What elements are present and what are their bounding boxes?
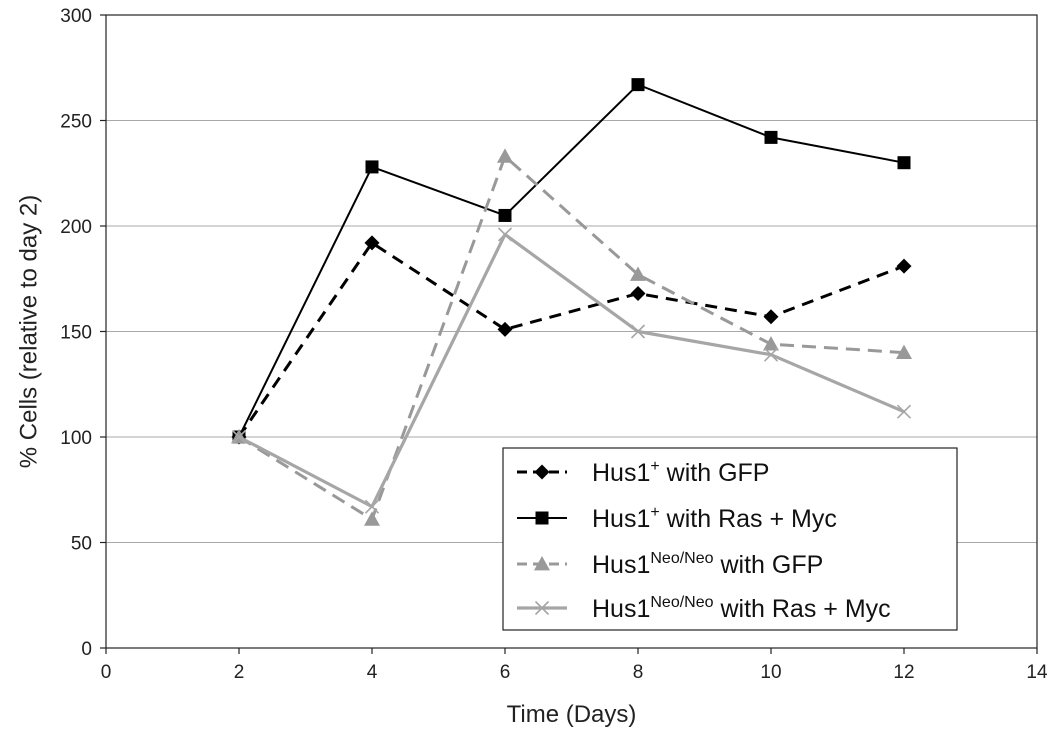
series-line-3 [238,232,905,509]
y-tick-label: 150 [60,323,92,344]
series-1-point-1 [365,160,379,174]
series-0-point-2 [497,321,513,337]
legend-swatch-marker-0 [534,464,550,480]
legend-item-3: Hus1Neo/Neo with Ras + Myc [517,594,891,623]
x-tick-label: 0 [101,662,112,683]
x-tick-label: 12 [893,662,914,683]
tick-labels: 0 2 4 6 8 10 12 14 0 50 100 150 200 250 300 [60,6,1048,683]
series-3-point-0 [231,429,247,445]
series-3-point-4 [763,347,779,362]
x-tick-label: 14 [1026,662,1048,683]
series-2 [231,148,912,526]
legend-item-1: Hus1+ with Ras + Myc [517,504,837,533]
series-0 [231,235,912,445]
series-3-point-5 [896,404,912,419]
legend-item-0: Hus1+ with GFP [517,458,769,487]
x-tick-label: 4 [367,662,378,683]
x-tick-label: 6 [500,662,511,683]
legend-label-2: Hus1Neo/Neo with GFP [592,550,823,579]
series-3 [231,227,912,514]
series-2-point-3 [630,266,646,281]
legend-label-1: Hus1+ with Ras + Myc [592,504,837,533]
y-tick-label: 50 [71,534,92,555]
axes [100,14,1038,654]
series-line-2 [238,154,905,521]
legend-item-2: Hus1Neo/Neo with GFP [517,550,823,579]
series-layer [231,78,912,526]
series-line-1 [238,83,905,438]
series-line-0 [237,241,905,438]
legend-label-3: Hus1Neo/Neo with Ras + Myc [592,594,891,623]
series-2-point-4 [763,336,779,351]
series-1 [232,78,911,444]
series-3-point-1 [364,499,380,514]
series-0-point-1 [364,235,380,251]
legend-label-0: Hus1+ with GFP [592,458,769,487]
legend-swatch-marker-1 [535,511,549,525]
legend-swatch-marker-2 [534,556,550,571]
y-axis-title: % Cells (relative to day 2) [15,195,42,468]
y-tick-label: 100 [60,428,92,449]
series-1-point-2 [498,208,512,222]
y-tick-label: 200 [60,217,92,238]
series-0-point-4 [763,309,779,325]
y-tick-label: 250 [60,112,92,133]
series-3-point-2 [497,227,513,242]
series-1-point-4 [764,130,778,144]
y-tick-label: 300 [60,6,92,27]
legend: Hus1+ with GFP Hus1+ with Ras + Myc Hus1Ne… [502,447,958,631]
x-tick-label: 2 [234,662,245,683]
legend-box [502,447,958,631]
y-tick-label: 0 [81,639,92,660]
legend-swatch-marker-3 [534,600,550,616]
series-1-point-5 [897,156,911,170]
x-tick-label: 8 [633,662,644,683]
series-2-point-2 [497,148,513,163]
series-3-point-3 [630,324,646,339]
series-2-point-1 [364,511,380,526]
series-2-point-5 [896,344,912,359]
series-0-point-3 [630,286,646,302]
x-tick-label: 10 [760,662,781,683]
series-1-point-3 [631,78,645,92]
series-0-point-5 [896,258,912,274]
x-axis-title: Time (Days) [507,701,637,728]
